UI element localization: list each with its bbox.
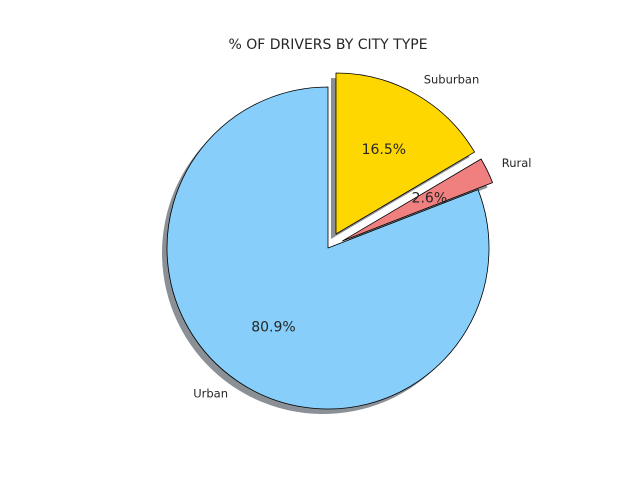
slice-label-rural: Rural bbox=[502, 156, 532, 170]
slice-urban bbox=[166, 86, 490, 410]
slice-suburban bbox=[335, 72, 475, 235]
slice-labels: Urban 80.9% Rural 2.6% Suburban 16.5% bbox=[193, 73, 531, 401]
pie-slices bbox=[166, 72, 493, 410]
slice-label-suburban: Suburban bbox=[424, 73, 480, 87]
slice-rural bbox=[342, 158, 493, 242]
chart-title: % OF DRIVERS BY CITY TYPE bbox=[228, 37, 427, 53]
slice-pct-rural: 2.6% bbox=[412, 191, 448, 207]
slice-pct-urban: 80.9% bbox=[251, 320, 295, 336]
slice-pct-suburban: 16.5% bbox=[362, 142, 406, 158]
slice-label-urban: Urban bbox=[193, 387, 228, 401]
